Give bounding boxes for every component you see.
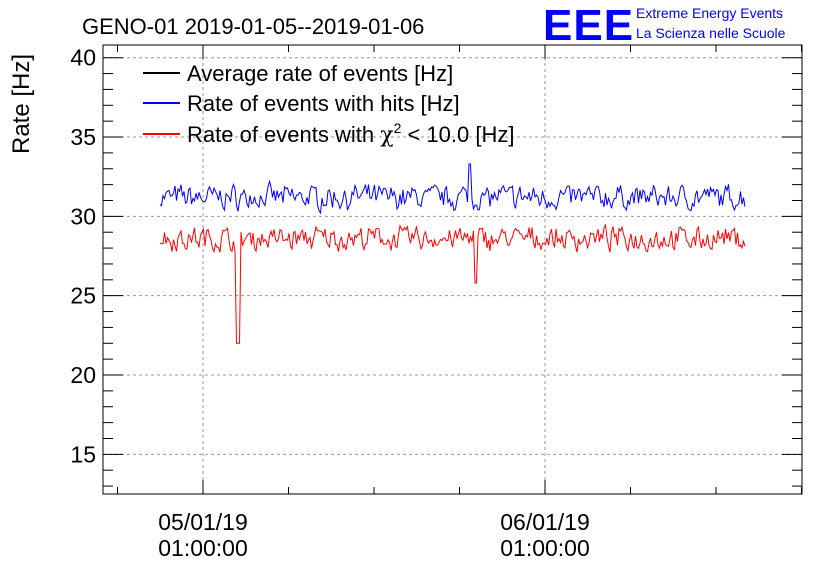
eee-logo: EEE Extreme Energy Events La Scienza nel… xyxy=(543,1,786,50)
logo-line-1: Extreme Energy Events xyxy=(636,5,783,21)
logo-line-2: La Scienza nelle Scuole xyxy=(636,25,786,41)
chart-title: GENO-01 2019-01-05--2019-01-06 xyxy=(82,14,424,39)
legend-label-average: Average rate of events [Hz] xyxy=(187,61,453,86)
legend-label-hits: Rate of events with hits [Hz] xyxy=(187,91,460,116)
y-tick-label: 40 xyxy=(70,45,96,71)
x-tick-label-date: 06/01/19 xyxy=(500,509,590,535)
legend: Average rate of events [Hz] Rate of even… xyxy=(143,61,514,148)
legend-label-chi2: Rate of events with χ2 < 10.0 [Hz] xyxy=(187,120,514,148)
y-tick-label: 30 xyxy=(70,203,96,229)
axes: 15202530354005/01/1901:00:0006/01/1901:0… xyxy=(70,45,802,561)
legend-chi2-suffix: < 10.0 [Hz] xyxy=(401,122,514,147)
y-tick-label: 20 xyxy=(70,362,96,388)
series-layer xyxy=(159,163,746,344)
eee-logo-mark: EEE xyxy=(543,1,634,50)
legend-chi2-symbol: χ xyxy=(380,123,393,148)
x-tick-label-date: 05/01/19 xyxy=(158,509,248,535)
y-tick-label: 35 xyxy=(70,124,96,150)
series-hits-line xyxy=(159,163,746,215)
y-tick-label: 15 xyxy=(70,441,96,467)
y-axis-label: Rate [Hz] xyxy=(8,54,35,154)
x-tick-label-time: 01:00:00 xyxy=(158,535,248,561)
legend-chi2-sup: 2 xyxy=(394,120,402,136)
plot-frame xyxy=(102,44,803,495)
x-tick-label-time: 01:00:00 xyxy=(500,535,590,561)
legend-chi2-prefix: Rate of events with xyxy=(187,122,380,147)
series-chi2-line xyxy=(159,223,746,344)
grid xyxy=(103,45,802,494)
y-tick-label: 25 xyxy=(70,283,96,309)
